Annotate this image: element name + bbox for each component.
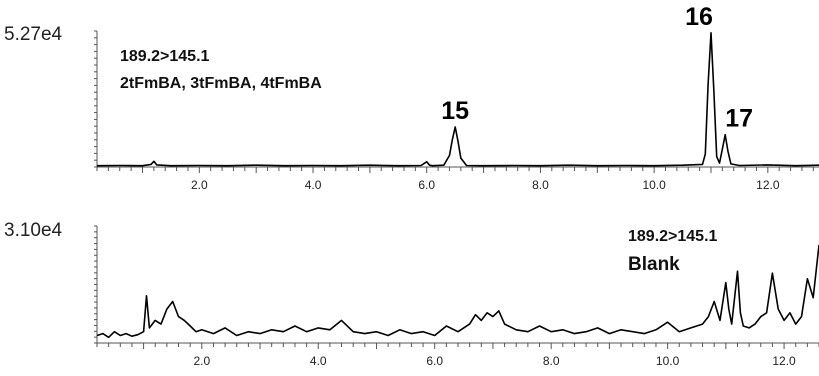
x-tick-label: 6.0	[426, 354, 443, 368]
chromatogram-panel-top: 5.27e4 189.2>145.1 2tFmBA, 3tFmBA, 4tFmB…	[4, 3, 819, 192]
x-tick-label: 2.0	[193, 354, 210, 368]
x-tick-label: 6.0	[418, 178, 435, 192]
x-tick-label: 2.0	[191, 178, 208, 192]
x-tick-label: 4.0	[310, 354, 327, 368]
blank-label: Blank	[628, 254, 680, 275]
mrm-transition-label: 189.2>145.1	[120, 48, 210, 65]
y-max-label: 3.10e4	[4, 220, 63, 241]
x-tick-label: 10.0	[642, 178, 666, 192]
peak-label: 15	[441, 97, 469, 125]
peak-label: 16	[685, 3, 713, 31]
x-tick-label: 8.0	[532, 178, 549, 192]
x-tick-label: 10.0	[656, 354, 680, 368]
x-tick-label: 12.0	[772, 354, 796, 368]
compounds-label: 2tFmBA, 3tFmBA, 4tFmBA	[120, 75, 322, 92]
chromatogram-trace	[96, 244, 819, 339]
chromatogram-panel-bottom: 3.10e4 189.2>145.1 Blank 2.0 4.0 6.0 8.0 10.…	[4, 220, 819, 368]
chromatogram-trace	[96, 31, 819, 167]
x-tick-label: 12.0	[756, 178, 780, 192]
x-tick-label: 4.0	[305, 178, 322, 192]
mrm-transition-label: 189.2>145.1	[628, 228, 718, 245]
y-max-label: 5.27e4	[4, 24, 63, 45]
x-tick-label: 8.0	[543, 354, 560, 368]
peak-label: 17	[725, 105, 753, 133]
